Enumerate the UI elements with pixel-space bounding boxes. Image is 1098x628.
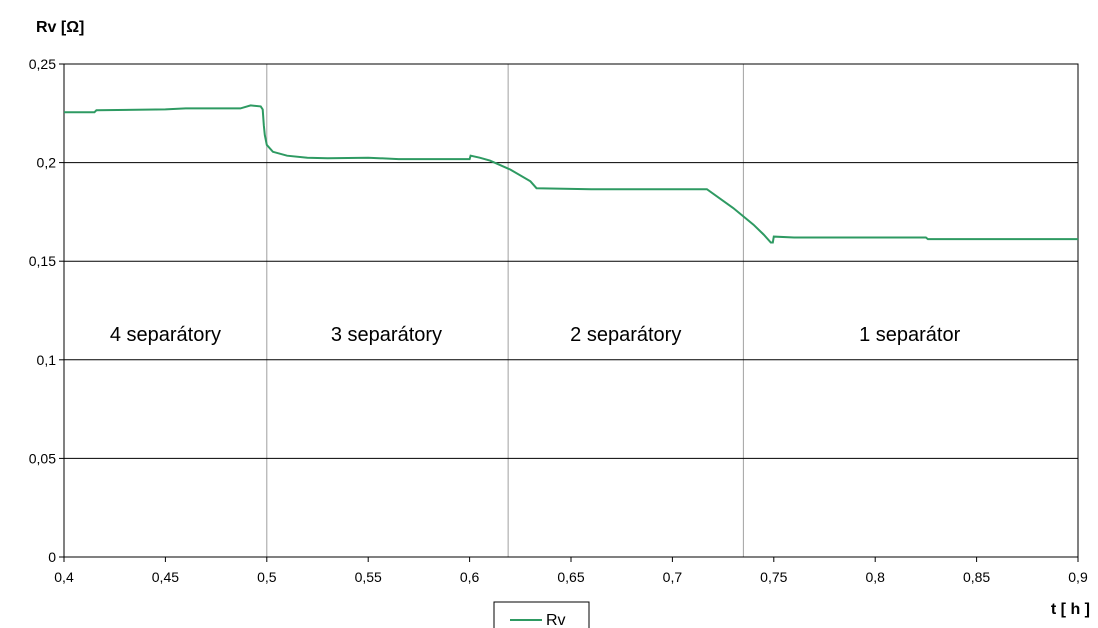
y-axis-title: Rv [Ω] <box>36 19 84 36</box>
y-tick-label: 0 <box>48 549 56 565</box>
x-tick-label: 0,65 <box>557 569 584 585</box>
x-tick-label: 0,45 <box>152 569 179 585</box>
y-tick-label: 0,2 <box>37 155 57 171</box>
y-tick-label: 0,15 <box>29 253 56 269</box>
legend: Rv <box>493 601 590 628</box>
region-dividers <box>266 64 744 557</box>
x-tick-label: 0,8 <box>865 569 885 585</box>
region-label: 4 separátory <box>110 324 221 346</box>
x-tick-label: 0,55 <box>355 569 382 585</box>
region-label: 2 separátory <box>570 324 681 346</box>
region-labels: 4 separátory 3 separátory 2 separátory 1 se… <box>110 324 961 346</box>
plot-area-frame <box>63 63 1079 558</box>
x-tick-label: 0,75 <box>760 569 787 585</box>
x-axis-ticks: 0,4 0,45 0,5 0,55 0,6 0,65 0,7 0,75 0,8 0,85 0,9 <box>54 557 1088 585</box>
x-tick-label: 0,9 <box>1068 569 1088 585</box>
legend-label-rv: Rv <box>546 612 566 628</box>
x-axis-title: t [ h ] <box>1051 601 1090 618</box>
series-line-rv <box>64 104 1078 244</box>
legend-box <box>493 601 590 628</box>
gridlines <box>64 162 1078 459</box>
y-tick-label: 0,1 <box>37 352 57 368</box>
x-tick-label: 0,7 <box>663 569 683 585</box>
x-tick-label: 0,4 <box>54 569 74 585</box>
y-tick-label: 0,05 <box>29 450 56 466</box>
x-tick-label: 0,85 <box>963 569 990 585</box>
y-tick-label: 0,25 <box>29 56 56 72</box>
region-label: 1 separátor <box>859 324 961 346</box>
x-tick-label: 0,6 <box>460 569 480 585</box>
x-tick-label: 0,5 <box>257 569 277 585</box>
y-axis-ticks: 0 0,05 0,1 0,15 0,2 0,25 <box>29 56 64 565</box>
region-label: 3 separátory <box>331 324 442 346</box>
